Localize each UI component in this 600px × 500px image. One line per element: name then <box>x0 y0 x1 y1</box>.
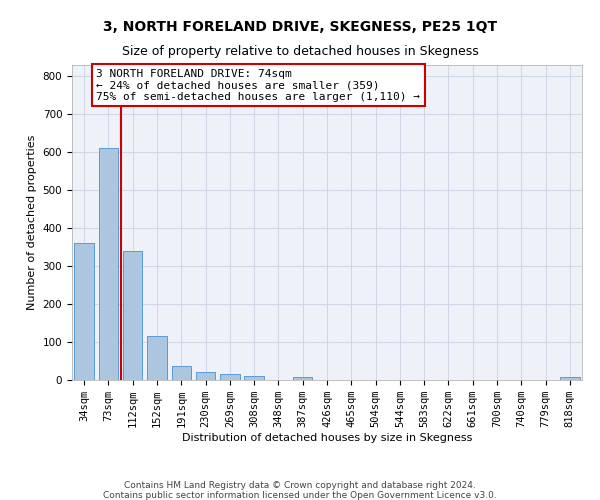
Bar <box>196 372 215 380</box>
Text: 3 NORTH FORELAND DRIVE: 74sqm
← 24% of detached houses are smaller (359)
75% of : 3 NORTH FORELAND DRIVE: 74sqm ← 24% of d… <box>96 69 420 102</box>
Text: Size of property relative to detached houses in Skegness: Size of property relative to detached ho… <box>122 45 478 58</box>
Y-axis label: Number of detached properties: Number of detached properties <box>27 135 37 310</box>
Text: Contains HM Land Registry data © Crown copyright and database right 2024.: Contains HM Land Registry data © Crown c… <box>124 481 476 490</box>
Bar <box>99 148 118 380</box>
Text: 3, NORTH FORELAND DRIVE, SKEGNESS, PE25 1QT: 3, NORTH FORELAND DRIVE, SKEGNESS, PE25 … <box>103 20 497 34</box>
Bar <box>172 366 191 380</box>
Bar <box>560 377 580 380</box>
Text: Contains public sector information licensed under the Open Government Licence v3: Contains public sector information licen… <box>103 491 497 500</box>
X-axis label: Distribution of detached houses by size in Skegness: Distribution of detached houses by size … <box>182 433 472 443</box>
Bar <box>123 251 142 380</box>
Bar <box>293 377 313 380</box>
Bar <box>244 376 264 380</box>
Bar <box>220 374 239 380</box>
Bar <box>147 336 167 380</box>
Bar <box>74 244 94 380</box>
